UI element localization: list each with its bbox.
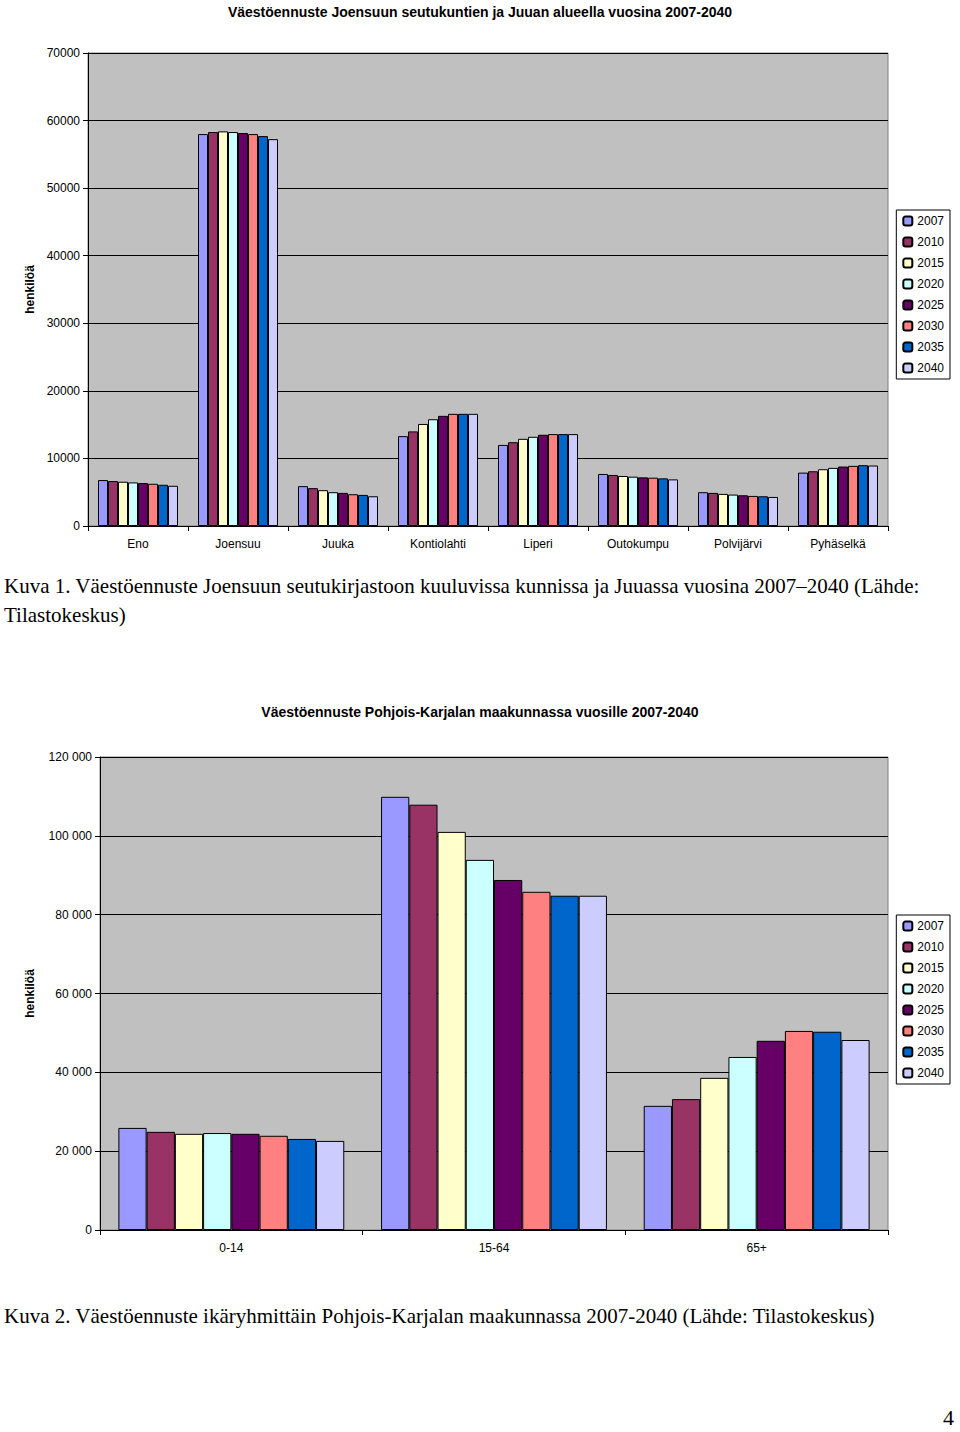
svg-text:2015: 2015 (917, 256, 944, 270)
svg-text:30000: 30000 (47, 316, 81, 330)
svg-text:Liperi: Liperi (523, 537, 552, 551)
svg-text:Outokumpu: Outokumpu (607, 537, 669, 551)
svg-text:2007: 2007 (917, 919, 944, 933)
html-text:Kuva 2. Väestöennuste ikäryhmi: Kuva 2. Väestöennuste ikäryhmittäin Pohj… (4, 1304, 875, 1328)
svg-text:20000: 20000 (47, 384, 81, 398)
svg-text:2007: 2007 (917, 214, 944, 228)
svg-text:2025: 2025 (917, 298, 944, 312)
svg-text:2030: 2030 (917, 1024, 944, 1038)
svg-text:80 000: 80 000 (55, 908, 92, 922)
svg-text:60 000: 60 000 (55, 987, 92, 1001)
svg-text:10000: 10000 (47, 451, 81, 465)
svg-text:120 000: 120 000 (49, 750, 93, 764)
svg-text:Eno: Eno (127, 537, 149, 551)
svg-text:2010: 2010 (917, 940, 944, 954)
svg-text:60000: 60000 (47, 114, 81, 128)
svg-text:40000: 40000 (47, 249, 81, 263)
svg-text:Juuka: Juuka (322, 537, 354, 551)
svg-text:40 000: 40 000 (55, 1065, 92, 1079)
svg-text:20 000: 20 000 (55, 1144, 92, 1158)
svg-text:Väestöennuste Pohjois-Karjalan: Väestöennuste Pohjois-Karjalan maakunnas… (261, 704, 699, 720)
svg-text:70000: 70000 (47, 46, 81, 60)
html-text:4: 4 (943, 1405, 954, 1430)
svg-text:Kontiolahti: Kontiolahti (410, 537, 466, 551)
svg-text:50000: 50000 (47, 181, 81, 195)
svg-text:2040: 2040 (917, 1066, 944, 1080)
svg-text:0: 0 (85, 1223, 92, 1237)
svg-text:2035: 2035 (917, 1045, 944, 1059)
svg-text:0: 0 (73, 519, 80, 533)
svg-text:2020: 2020 (917, 277, 944, 291)
svg-text:henkilöä: henkilöä (23, 265, 37, 314)
html-text:Kuva 1. Väestöennuste Joensuun: Kuva 1. Väestöennuste Joensuun seutukirj… (4, 574, 920, 627)
svg-text:Pyhäselkä: Pyhäselkä (810, 537, 866, 551)
svg-text:Polvijärvi: Polvijärvi (714, 537, 762, 551)
svg-text:Joensuu: Joensuu (215, 537, 260, 551)
svg-text:15-64: 15-64 (479, 1241, 510, 1255)
svg-text:2015: 2015 (917, 961, 944, 975)
svg-text:100 000: 100 000 (49, 829, 93, 843)
svg-text:2020: 2020 (917, 982, 944, 996)
svg-text:2010: 2010 (917, 235, 944, 249)
svg-text:Väestöennuste Joensuun seutuku: Väestöennuste Joensuun seutukuntien ja J… (228, 4, 732, 20)
svg-text:0-14: 0-14 (219, 1241, 243, 1255)
svg-text:2025: 2025 (917, 1003, 944, 1017)
svg-text:2030: 2030 (917, 319, 944, 333)
svg-text:65+: 65+ (746, 1241, 766, 1255)
svg-text:2035: 2035 (917, 340, 944, 354)
svg-text:2040: 2040 (917, 361, 944, 375)
svg-text:henkilöä: henkilöä (23, 969, 37, 1018)
